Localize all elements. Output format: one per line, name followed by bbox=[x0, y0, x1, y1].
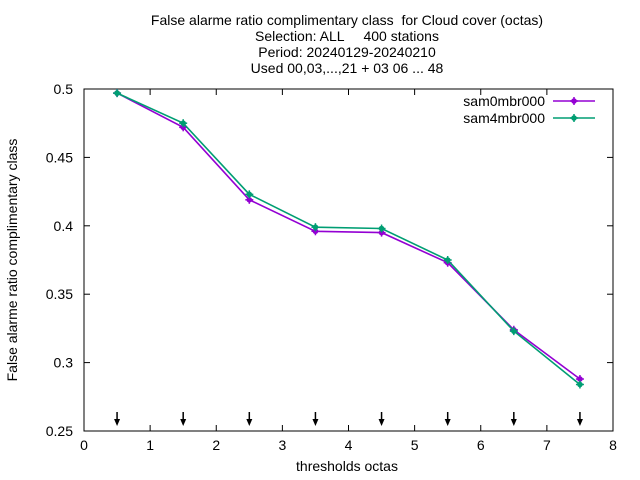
y-tick-label: 0.35 bbox=[46, 286, 73, 302]
x-tick-label: 7 bbox=[543, 437, 551, 453]
series-point bbox=[575, 380, 584, 389]
legend-label: sam0mbr000 bbox=[463, 93, 545, 109]
x-tick-label: 5 bbox=[411, 437, 419, 453]
y-tick-label: 0.45 bbox=[46, 149, 73, 165]
y-tick-label: 0.25 bbox=[46, 423, 73, 439]
series-2 bbox=[113, 89, 584, 389]
x-tick-label: 4 bbox=[345, 437, 353, 453]
series-line bbox=[116, 92, 581, 386]
x-tick-label: 6 bbox=[477, 437, 485, 453]
title-line-2: Selection: ALL 400 stations bbox=[255, 28, 439, 44]
threshold-arrow-head bbox=[510, 419, 517, 426]
series-point bbox=[311, 223, 320, 232]
threshold-arrow bbox=[312, 412, 319, 426]
threshold-arrow-head bbox=[180, 419, 187, 426]
series-point bbox=[377, 224, 386, 233]
series-point bbox=[245, 190, 254, 199]
threshold-arrow-head bbox=[114, 419, 121, 426]
series-1 bbox=[113, 89, 584, 384]
series-line bbox=[116, 92, 581, 380]
series-point bbox=[179, 119, 188, 128]
threshold-arrow bbox=[510, 412, 517, 426]
title-line-3: Period: 20240129-20240210 bbox=[258, 44, 436, 60]
x-tick-label: 0 bbox=[80, 437, 88, 453]
title-line-1: False alarme ratio complimentary class f… bbox=[151, 12, 543, 28]
x-tick-label: 8 bbox=[609, 437, 617, 453]
threshold-arrow bbox=[444, 412, 451, 426]
threshold-arrow bbox=[180, 412, 187, 426]
y-axis-title: False alarme ratio complimentary class bbox=[4, 139, 20, 382]
threshold-arrow bbox=[246, 412, 253, 426]
plot-frame bbox=[83, 88, 614, 432]
plot-area: 0 1 2 3 4 5 6 7 8 0.25 0.3 0.35 0.4 0.45 0.5 sam0mbr000… bbox=[46, 81, 617, 453]
threshold-arrow-head bbox=[576, 419, 583, 426]
threshold-arrow bbox=[114, 412, 121, 426]
threshold-arrow bbox=[576, 412, 583, 426]
legend-swatch-marker bbox=[570, 97, 578, 105]
x-tick-label: 2 bbox=[212, 437, 220, 453]
series-point bbox=[443, 256, 452, 264]
threshold-arrow-head bbox=[312, 419, 319, 426]
title-line-4: Used 00,03,...,21 + 03 06 ... 48 bbox=[251, 60, 444, 76]
threshold-arrow bbox=[378, 412, 385, 426]
threshold-arrow-head bbox=[378, 419, 385, 426]
series-point bbox=[509, 327, 518, 336]
x-axis-title: thresholds octas bbox=[296, 458, 398, 474]
y-tick-label: 0.5 bbox=[54, 81, 74, 97]
legend-label: sam4mbr000 bbox=[463, 110, 545, 126]
series-point bbox=[575, 375, 584, 384]
y-tick-label: 0.4 bbox=[54, 218, 74, 234]
x-tick-label: 3 bbox=[278, 437, 286, 453]
threshold-arrow-head bbox=[444, 419, 451, 426]
series-point bbox=[113, 89, 122, 98]
threshold-arrow-head bbox=[246, 419, 253, 426]
chart-title: False alarme ratio complimentary class f… bbox=[151, 12, 543, 76]
legend-swatch-marker bbox=[570, 114, 578, 122]
x-tick-label: 1 bbox=[146, 437, 154, 453]
y-tick-label: 0.3 bbox=[54, 355, 74, 371]
